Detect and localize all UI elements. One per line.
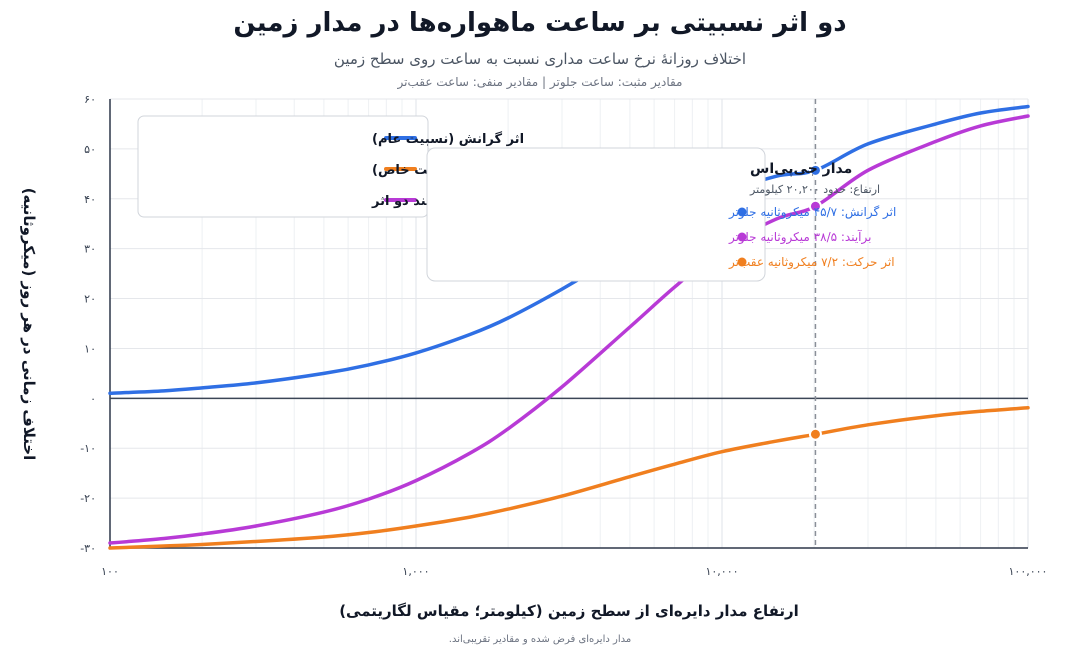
y-tick-label: ۲۰ <box>84 293 96 306</box>
gps-markers <box>808 99 822 548</box>
series-line-motion <box>108 406 1030 550</box>
gps-info-row-motion: اثر حرکت: ۷/۲ میکروثانیه عقب‌تر <box>728 255 895 270</box>
x-tick-label: ۱,۰۰۰ <box>402 565 429 578</box>
gps-info-title: مدار جی‌پی‌اس <box>750 161 852 177</box>
gps-info-dot-net <box>737 232 747 242</box>
x-tick-label: ۱۰۰ <box>101 565 119 578</box>
gps-info-row-net: برآیند: ۳۸/۵ میکروثانیه جلوتر <box>728 229 871 245</box>
legend-label-gravity: اثر گرانش (نسبیت عام) <box>372 131 524 147</box>
chart-canvas: -۳۰ -۲۰ -۱۰ ۰ ۱۰ ۲۰ ۳۰ ۴۰ ۵۰ ۶۰ ۱۰۰ ۱,۰۰۰ ۱۰,۰۰۰ ۱۰۰,… <box>20 93 1047 620</box>
y-tick-label: -۱۰ <box>80 442 96 455</box>
y-tick-label: ۵۰ <box>84 143 96 156</box>
gps-point-motion <box>808 427 822 441</box>
x-tick-label: ۱۰,۰۰۰ <box>705 565 738 578</box>
series-line-gravity <box>108 104 1030 396</box>
gps-info-subtitle: ارتفاع: حدود ۲۰,۲۰۰ کیلومتر <box>749 183 880 196</box>
y-tick-label: ۰ <box>90 392 96 405</box>
chart-subtitle: اختلاف روزانهٔ نرخ ساعت مداری نسبت به سا… <box>333 50 747 68</box>
gps-info-dot-gravity <box>737 207 747 217</box>
axes <box>109 99 1028 549</box>
gps-point-gravity <box>808 163 822 177</box>
x-axis-label: ارتفاع مدار دایره‌ای از سطح زمین (کیلومت… <box>339 602 799 620</box>
gps-info-row-gravity: اثر گرانش: ۴۵/۷ میکروثانیه جلوتر <box>728 205 896 220</box>
series-line-net <box>108 114 1030 545</box>
series-lines <box>108 104 1030 550</box>
legend: اثر گرانش (نسبیت عام)اثر حرکت (نسبیت خاص… <box>137 115 528 218</box>
y-tick-label: ۶۰ <box>84 93 96 106</box>
chart-subnote: مقادیر مثبت: ساعت جلوتر | مقادیر منفی: س… <box>397 75 683 89</box>
gps-info-dot-motion <box>737 257 747 267</box>
chart-title: دو اثر نسبیتی بر ساعت ماهواره‌ها در مدار… <box>233 8 847 38</box>
y-tick-label: ۴۰ <box>84 193 96 206</box>
y-tick-label: -۲۰ <box>80 492 96 505</box>
gps-point-net <box>808 199 822 213</box>
y-tick-label: -۳۰ <box>80 542 96 555</box>
tick-labels: -۳۰ -۲۰ -۱۰ ۰ ۱۰ ۲۰ ۳۰ ۴۰ ۵۰ ۶۰ ۱۰۰ ۱,۰۰۰ ۱۰,۰۰۰ ۱۰۰,… <box>80 93 1047 578</box>
footnote: مدار دایره‌ای فرض شده و مقادیر تقریبی‌ان… <box>448 634 632 645</box>
gps-info-box-bg <box>426 147 766 282</box>
x-tick-label: ۱۰۰,۰۰۰ <box>1009 565 1048 578</box>
y-tick-label: ۱۰ <box>84 342 96 355</box>
y-axis-label: اختلاف زمانی در هر روز (میکروثانیه) <box>20 188 38 461</box>
y-tick-label: ۳۰ <box>84 243 96 256</box>
gps-info-box: مدار جی‌پی‌اس ارتفاع: حدود ۲۰,۲۰۰ کیلومت… <box>426 147 896 282</box>
